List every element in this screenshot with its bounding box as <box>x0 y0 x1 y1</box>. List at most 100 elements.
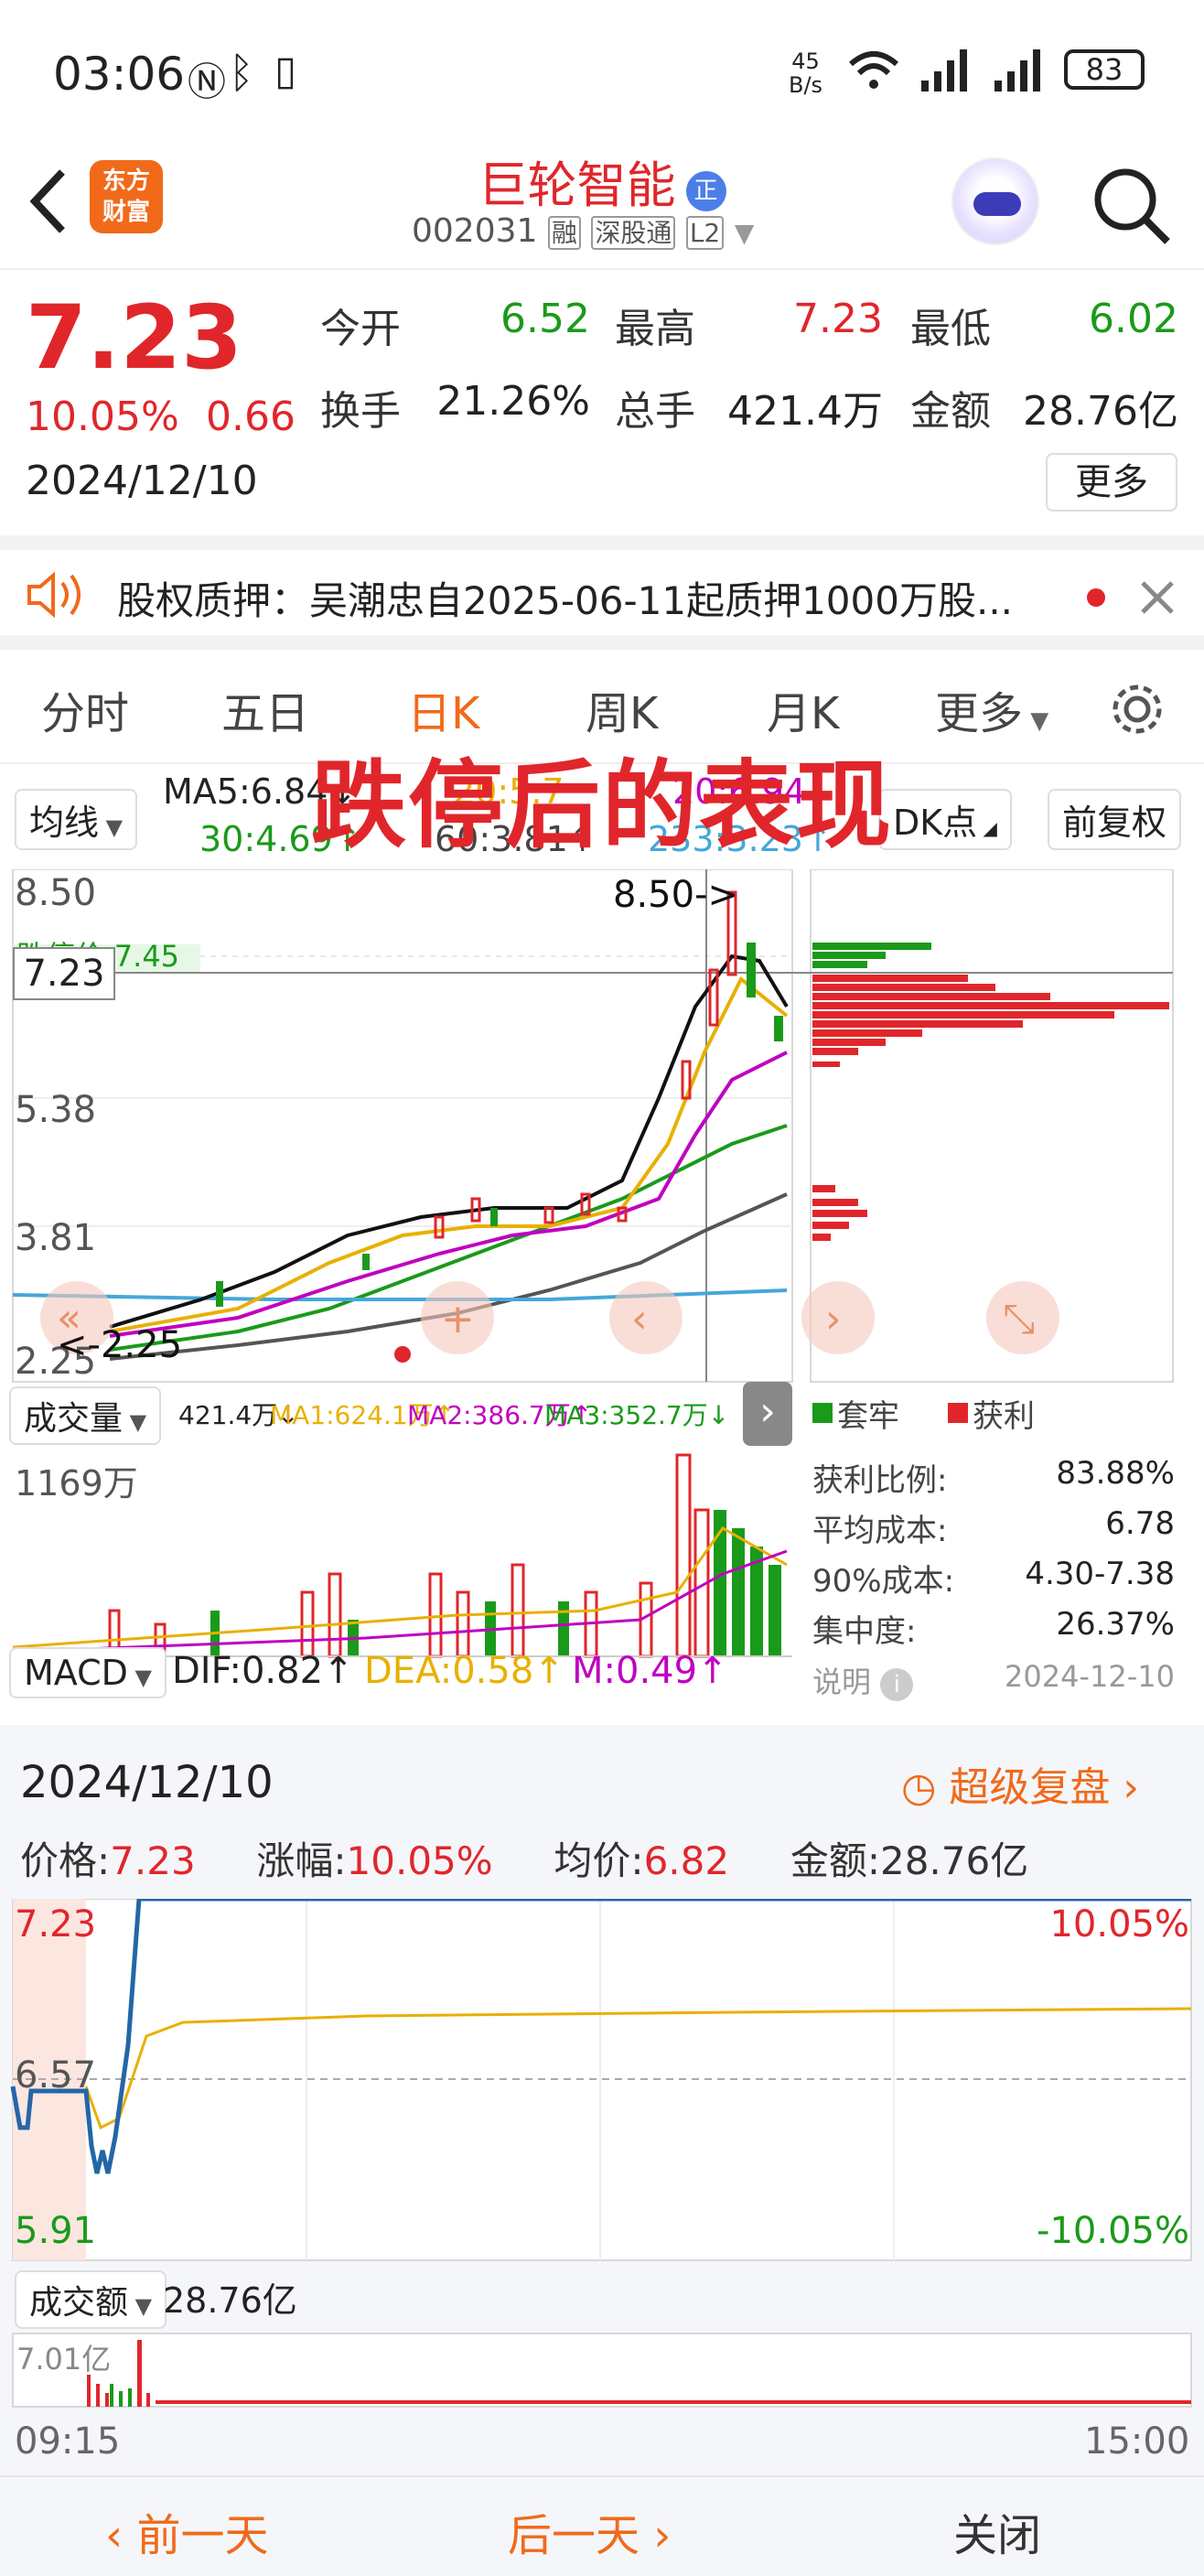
amount-total: 28.76亿 <box>163 2280 297 2321</box>
nfc-icon: Ⓝ <box>188 59 227 104</box>
peak-marker: 8.50-> <box>613 874 739 916</box>
overlay-title: 跌停后的表现 <box>311 749 894 861</box>
tab-intraday[interactable]: 分时 <box>41 688 130 739</box>
net-speed: 45 B/s <box>789 49 823 98</box>
robot-avatar-icon[interactable] <box>951 157 1039 245</box>
step-left-icon: ‹ <box>631 1296 648 1342</box>
back-icon[interactable] <box>26 165 71 238</box>
legend-trap-label: 套牢 <box>837 1398 899 1435</box>
speaker-icon <box>27 572 81 618</box>
stock-header: 东方 财富 巨轮智能 正 002031 融 深股通 L2 ▼ <box>0 137 1204 270</box>
chip-label-3: 集中度: <box>812 1613 917 1650</box>
intraday-y-mid: 6.57 <box>15 2054 97 2096</box>
ma233-label: 233:3.23↑ <box>648 819 833 859</box>
chip-value-0: 83.88% <box>1056 1455 1175 1492</box>
tab-more[interactable]: 更多 ▼ <box>935 688 1049 739</box>
kline-panel: 均线 ▼ MA5:6.84↓ 20:5.7 20:6.94 30:4.69↑ 6… <box>0 749 1204 1725</box>
signal-icon-2 <box>994 49 1040 92</box>
chg-label: 涨幅: <box>256 1838 347 1883</box>
replay-clock-icon: ◷ <box>901 1764 937 1811</box>
chip-note-link[interactable]: 说明 i <box>812 1659 914 1701</box>
intraday-date: 2024/12/10 <box>20 1757 274 1808</box>
amount-max-label: 7.01亿 <box>16 2342 112 2377</box>
close-button[interactable]: 关闭 <box>953 2510 1042 2561</box>
super-replay-button[interactable]: ◷ 超级复盘 › <box>901 1764 1139 1811</box>
tab-5day[interactable]: 五日 <box>221 688 310 739</box>
dk-point-select[interactable]: DK点 ◢ <box>878 789 1012 850</box>
ma-select[interactable]: 均线 ▼ <box>15 789 138 850</box>
tag-sztong: 深股通 <box>591 216 676 250</box>
volume-select[interactable]: 成交量 ▼ <box>9 1386 162 1445</box>
status-time: 03:06 <box>53 48 186 101</box>
adjust-select[interactable]: 前复权 <box>1048 789 1182 850</box>
open-label: 今开 <box>320 306 401 352</box>
avg-label: 均价: <box>554 1838 644 1883</box>
chip-label-0: 获利比例: <box>812 1462 948 1499</box>
search-icon[interactable] <box>1091 165 1173 247</box>
chip-value-3: 26.37% <box>1056 1606 1175 1643</box>
ma-select-label: 均线 <box>29 803 100 843</box>
amount-select[interactable]: 成交额 ▼ <box>15 2270 167 2329</box>
vibrate-icon: ▯ <box>274 48 297 94</box>
tab-weekly-k[interactable]: 周K <box>586 688 659 739</box>
volume-value: 421.4万 <box>727 388 883 435</box>
change-amount: 0.66 <box>206 393 296 440</box>
expand-panel-button[interactable]: › <box>743 1382 792 1446</box>
gear-icon[interactable] <box>1107 679 1167 739</box>
tab-daily-k[interactable]: 日K <box>407 688 480 739</box>
notice-text: 股权质押：吴潮忠自2025-06-11起质押1000万股... <box>117 578 1014 623</box>
macd-select[interactable]: MACD ▼ <box>9 1647 167 1698</box>
macd-m: M:0.49↑ <box>572 1650 728 1692</box>
notice-bar[interactable]: 股权质押：吴潮忠自2025-06-11起质押1000万股... <box>0 535 1204 650</box>
amt-value: 28.76亿 <box>879 1838 1029 1883</box>
bluetooth-icon: ᛒ <box>229 48 254 97</box>
quote-date: 2024/12/10 <box>26 458 258 504</box>
more-button[interactable]: 更多 <box>1046 453 1177 512</box>
chevron-down-icon[interactable]: ▼ <box>734 218 755 248</box>
price-value: 7.23 <box>110 1838 196 1883</box>
volume-top-label: 1169万 <box>15 1463 138 1504</box>
legend-trap-swatch <box>812 1403 833 1423</box>
legend-profit-swatch <box>948 1403 968 1423</box>
stock-code: 002031 <box>412 212 538 250</box>
info-icon: i <box>880 1668 914 1701</box>
intraday-chart[interactable] <box>0 1899 1204 2411</box>
dk-point-label: DK点 <box>893 803 978 843</box>
status-bar: 03:06 Ⓝ ᛒ ▯ 45 B/s 83 <box>0 0 1204 146</box>
tag-margin: 融 <box>547 216 581 250</box>
chip-label-2: 90%成本: <box>812 1563 955 1600</box>
super-replay-label: 超级复盘 <box>949 1764 1111 1811</box>
close-icon[interactable] <box>1137 577 1177 618</box>
volume-select-label: 成交量 <box>24 1400 124 1438</box>
cursor-price-label: 7.23 <box>13 947 115 1000</box>
chip-value-2: 4.30-7.38 <box>1025 1556 1175 1592</box>
macd-dif: DIF:0.82↑ <box>172 1650 354 1692</box>
avg-value: 6.82 <box>643 1838 730 1883</box>
turnover-value: 21.26% <box>436 378 590 425</box>
intraday-y-top: 7.23 <box>15 1903 97 1945</box>
step-right-icon: › <box>825 1296 842 1342</box>
last-price: 7.23 <box>26 286 242 389</box>
prev-day-label: 前一天 <box>136 2510 269 2561</box>
ma-right-label: 20:6.94 <box>672 771 806 812</box>
turnover-label: 换手 <box>320 388 401 435</box>
low-value: 6.02 <box>1089 296 1178 342</box>
macd-dea: DEA:0.58↑ <box>364 1650 564 1692</box>
crosshair-icon: + <box>441 1296 475 1342</box>
y-bottom-label: 2.25 <box>15 1341 97 1383</box>
low-label: 最低 <box>910 306 991 352</box>
kline-chart[interactable]: « + ‹ › ⤡ <box>0 869 1204 1725</box>
ma20-label: 20:5.7 <box>453 771 564 812</box>
chip-value-1: 6.78 <box>1105 1505 1175 1542</box>
ma60-label: 60:3.81↑ <box>435 819 597 859</box>
intraday-pct-top: 10.05% <box>1049 1903 1189 1945</box>
amt-label: 金额: <box>790 1838 880 1883</box>
amount-value: 28.76亿 <box>1023 388 1178 435</box>
prev-day-button[interactable]: ‹ 前一天 <box>105 2510 269 2561</box>
brand-logo[interactable]: 东方 财富 <box>90 160 163 233</box>
amount-select-label: 成交额 <box>29 2284 129 2322</box>
battery-icon: 83 <box>1064 49 1145 90</box>
tab-monthly-k[interactable]: 月K <box>767 688 840 739</box>
tab-more-label: 更多 <box>935 688 1024 739</box>
next-day-button[interactable]: 后一天 › <box>508 2510 672 2561</box>
